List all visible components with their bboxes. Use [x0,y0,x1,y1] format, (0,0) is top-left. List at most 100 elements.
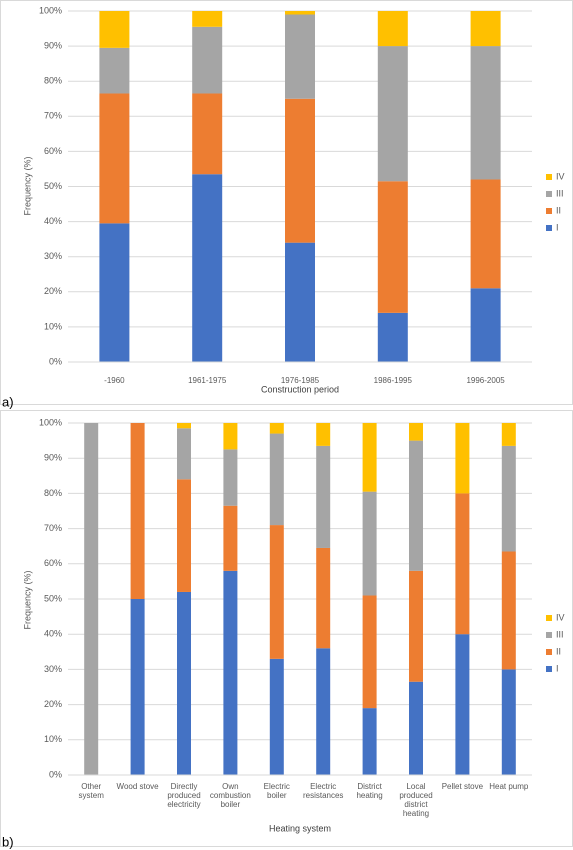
bar-segment [99,11,130,48]
bar-segment [223,449,238,506]
bar-segment [285,11,315,15]
x-axis-title: Construction period [261,384,339,394]
y-tick-label: 100% [39,417,62,427]
legend-label: II [556,205,561,215]
legend-swatch [546,632,552,638]
bar-segment [99,93,130,224]
legend-swatch [546,174,552,180]
y-tick-label: 20% [44,699,62,709]
bar-segment [177,428,191,480]
y-tick-label: 40% [44,629,62,639]
bar-segment [130,599,145,775]
legend-label: III [556,629,564,639]
x-tick-label-box: Other system [78,782,104,800]
bar-segment [409,423,423,441]
y-tick-label: 100% [39,5,62,15]
bar-segment [269,658,284,775]
legend-label: IV [556,171,565,181]
y-tick-label: 0% [49,769,62,779]
legend-label: I [556,222,559,232]
y-tick-label: 50% [44,593,62,603]
x-tick-label: -1960 [104,376,125,385]
y-tick-label: 60% [44,558,62,568]
bar-segment [99,47,130,94]
bar-segment [316,423,331,446]
legend-label: I [556,663,559,673]
bar-segment [223,570,238,775]
bar-segment [285,98,315,243]
bar-segment [470,11,501,47]
y-tick-label: 0% [49,356,62,366]
legend-swatch [546,208,552,214]
y-tick-label: 60% [44,146,62,156]
x-tick-label-box: 1996-2005 [466,376,505,385]
x-tick-label: Own combustion boiler [209,782,251,809]
x-tick-label: Other system [78,782,104,800]
bar-segment [316,445,331,548]
y-tick-label: 10% [44,734,62,744]
x-tick-label-box: Local produced district heating [399,782,433,818]
x-tick-label: Heat pump [489,782,529,791]
x-axis-title: Heating system [269,823,331,833]
bar-segment [192,174,223,362]
bar-segment [223,423,238,450]
y-tick-label: 10% [44,321,62,331]
panel-label: b) [2,834,14,849]
y-axis-title: Frequency (%) [22,570,32,629]
bar-segment [409,440,423,571]
x-tick-label-box: Directly produced electricity [167,782,200,809]
y-axis-title: Frequency (%) [22,156,32,215]
legend-label: III [556,188,564,198]
bar-segment [409,570,423,682]
bar-segment [84,423,99,775]
bar-segment [192,11,223,27]
bar-segment [362,423,377,492]
legend-swatch [546,649,552,655]
y-tick-label: 40% [44,216,62,226]
bar-segment [223,505,238,571]
bar-segment [362,491,377,596]
bar-segment [316,547,331,649]
bar-segment [455,493,470,635]
x-tick-label: Local produced district heating [399,782,433,818]
x-tick-label-box: Electric resistances [302,782,344,800]
x-tick-label: 1996-2005 [466,376,505,385]
y-tick-label: 70% [44,523,62,533]
panel-label: a) [2,394,14,409]
x-tick-label-box: Pellet stove [441,782,484,791]
bar-segment [455,423,470,494]
legend-label: II [556,646,561,656]
y-tick-label: 80% [44,76,62,86]
bar-segment [501,445,516,552]
x-tick-label-box: 1986-1995 [374,376,412,385]
x-tick-label-box: Wood stove [116,782,159,791]
bar-segment [377,11,408,47]
bar-segment [501,669,516,775]
bar-segment [362,595,377,709]
x-tick-label: Pellet stove [441,782,484,791]
x-tick-label-box: Electric boiler [264,782,290,800]
y-tick-label: 30% [44,664,62,674]
bar-segment [377,46,408,182]
bar-segment [177,423,191,429]
bar-segment [130,423,145,599]
x-tick-label: Wood stove [116,782,159,791]
x-tick-label-box: District heating [356,782,382,800]
legend-swatch [546,615,552,621]
bar-segment [501,423,516,446]
x-tick-label-box: 1976-1985 [281,376,319,385]
y-tick-label: 90% [44,40,62,50]
x-tick-label-box: -1960 [104,376,125,385]
bar-segment [377,312,408,362]
bar-segment [177,479,191,592]
bar-segment [285,242,315,362]
x-tick-label-box: Own combustion boiler [209,782,251,809]
bar-segment [362,708,377,775]
bar-segment [192,26,223,94]
bar-segment [470,46,501,180]
y-tick-label: 90% [44,453,62,463]
x-tick-label: Electric resistances [302,782,344,800]
bar-segment [455,634,470,775]
y-tick-label: 30% [44,251,62,261]
legend-swatch [546,666,552,672]
